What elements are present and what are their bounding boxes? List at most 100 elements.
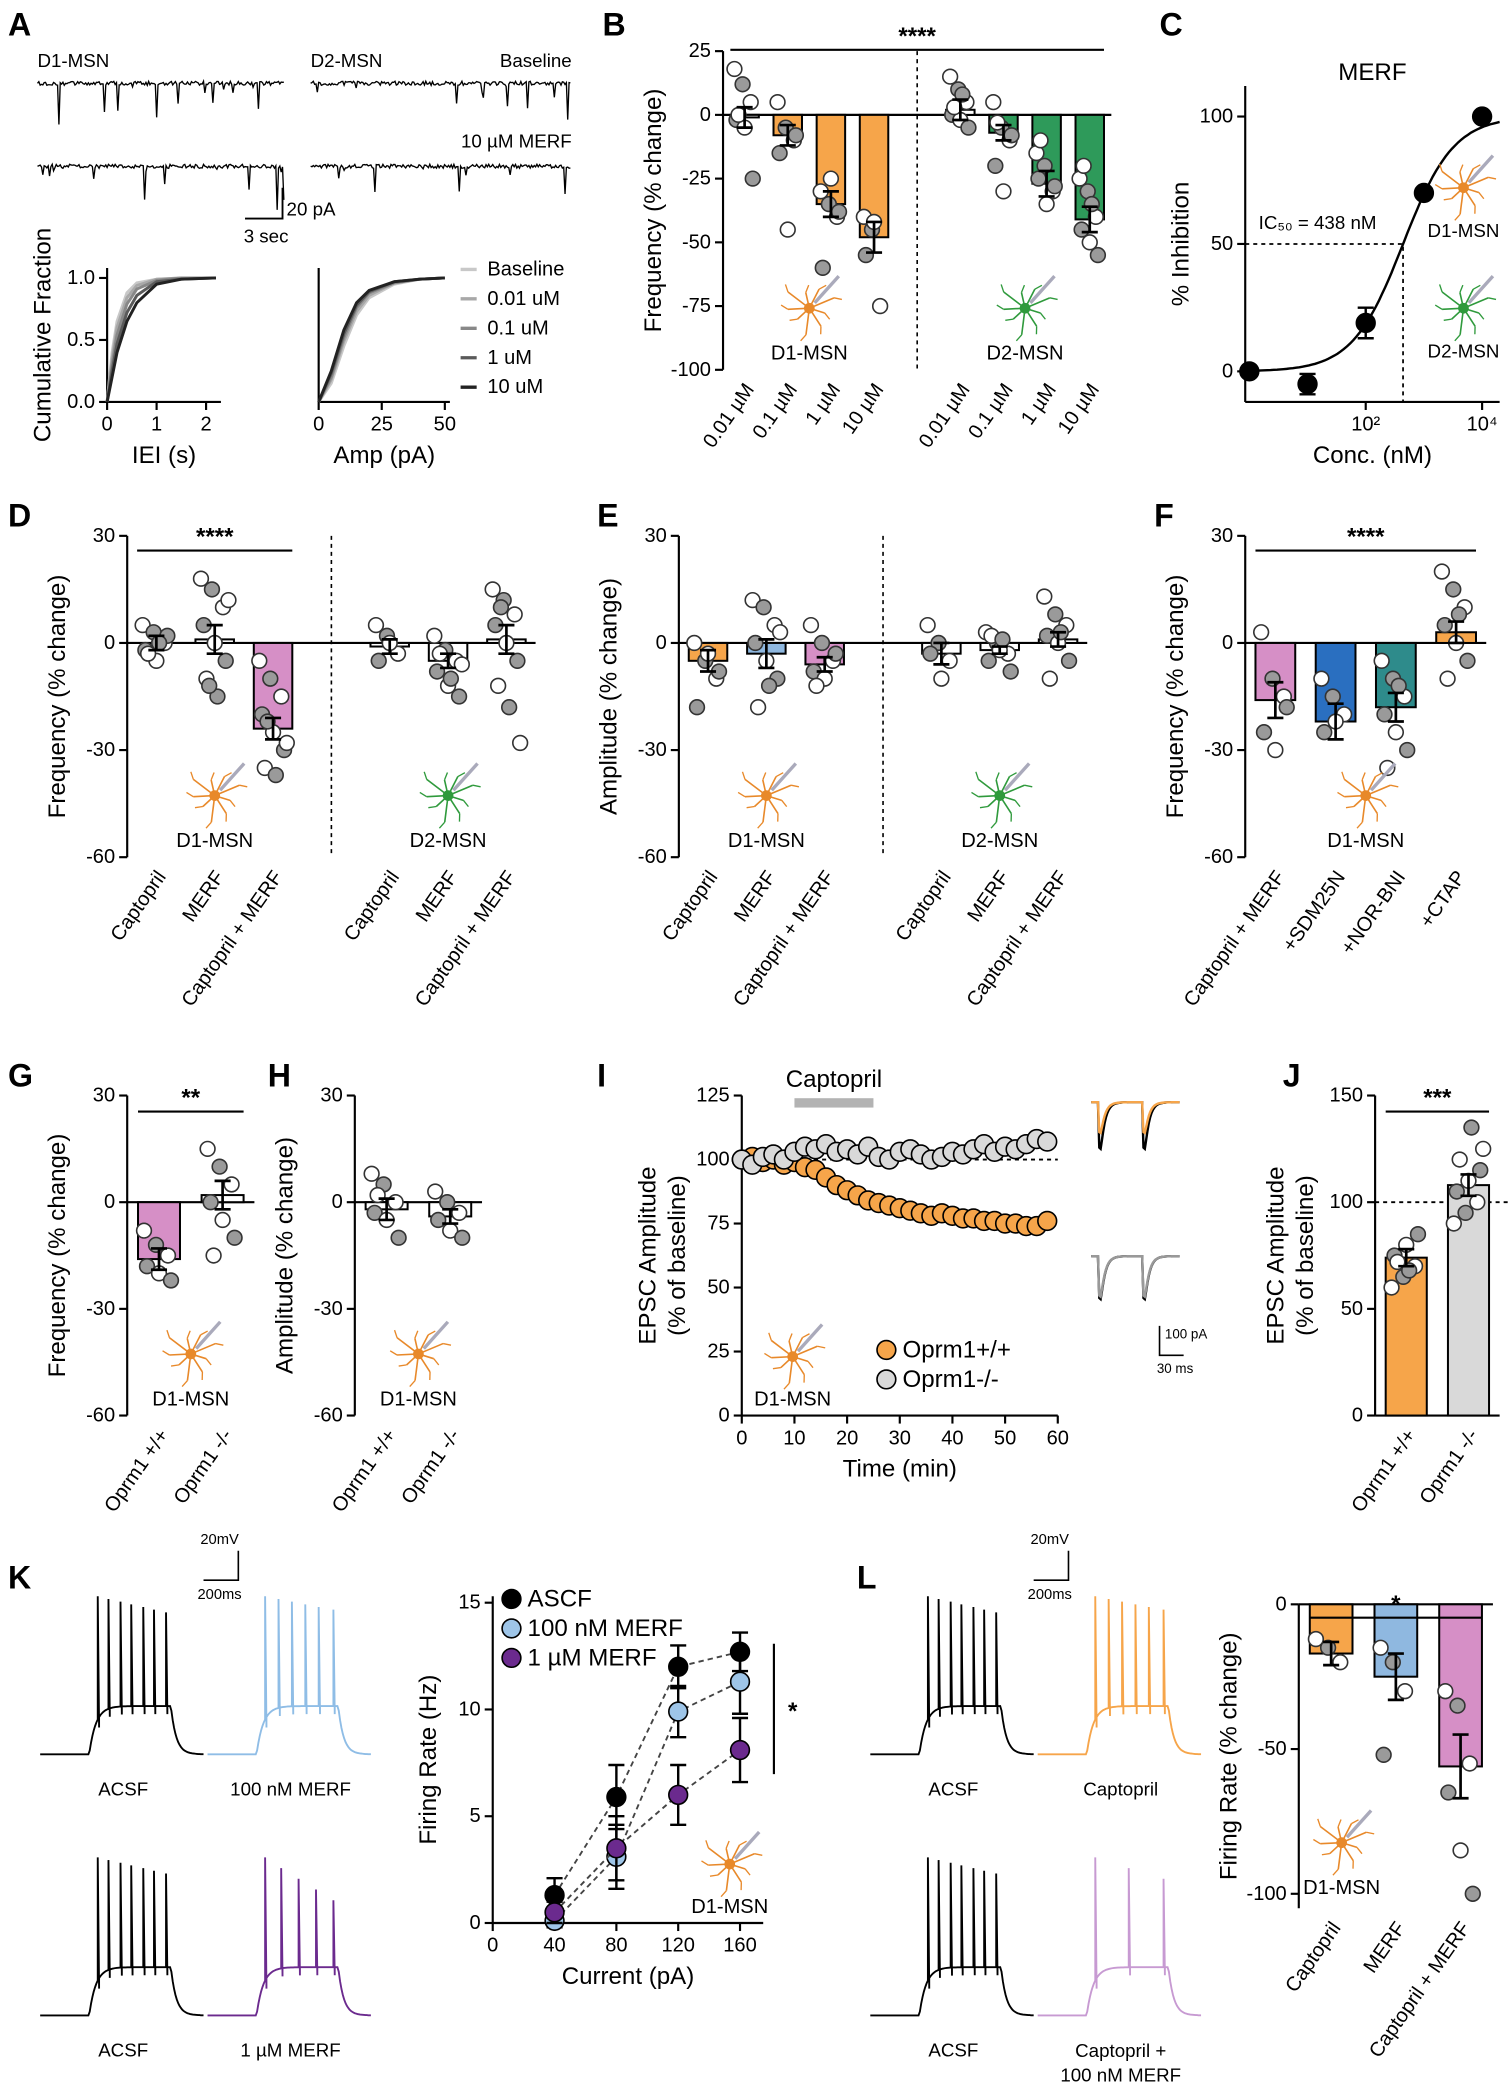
data-point (688, 699, 706, 716)
dendrite (996, 304, 1004, 310)
significance-label: * (788, 1698, 798, 1725)
y-tick-label: 0 (104, 1191, 115, 1213)
pipette (452, 762, 479, 792)
data-point (769, 93, 786, 111)
data-point (1313, 670, 1330, 687)
error-bar (1448, 620, 1465, 645)
dendrite (1375, 772, 1383, 778)
epsc-trace (1091, 1101, 1180, 1152)
series-line (105, 276, 216, 403)
dendrite (428, 805, 437, 809)
y-tick-label: -30 (1204, 739, 1233, 761)
data-point (726, 60, 743, 78)
series-line (553, 1650, 741, 1896)
data-point (1439, 670, 1456, 687)
dendrite (1317, 1818, 1321, 1827)
soma (1019, 302, 1031, 314)
soma (1336, 1837, 1347, 1849)
data-point (1413, 182, 1435, 204)
dendrite (205, 1358, 212, 1366)
dendrite (1438, 163, 1443, 172)
data-point (267, 766, 284, 784)
legend-marker (501, 1618, 522, 1639)
treatment-label: Captopril (786, 1066, 882, 1093)
data-point (857, 246, 875, 264)
dendrite (1380, 799, 1387, 808)
dendrite (1443, 318, 1452, 321)
y-tick-label: 0 (104, 632, 115, 654)
y-axis-label: (% of baseline) (664, 1175, 691, 1336)
dendrite (720, 1890, 727, 1898)
data-point (606, 1838, 627, 1859)
y-tick-label: 5 (470, 1805, 481, 1827)
dendrite (975, 771, 980, 780)
x-tick-label: MERF (412, 867, 463, 926)
data-point (147, 1236, 165, 1254)
data-point (1379, 759, 1396, 777)
current-trace (310, 162, 571, 195)
x-axis-label: Conc. (nM) (1313, 442, 1432, 469)
panel-letter: H (268, 1057, 291, 1093)
panel-letter: A (8, 6, 31, 42)
x-tick-label: Oprm1 -/- (170, 1425, 237, 1508)
x-tick-label: 30 (889, 1427, 911, 1449)
epsc-trace (1091, 1254, 1180, 1299)
data-point (367, 616, 385, 634)
cell-label: D1-MSN (1303, 1877, 1380, 1899)
x-tick-label: 1 µM (801, 380, 845, 430)
error-bar (1387, 691, 1404, 723)
data-point (814, 259, 831, 277)
y-tick-label: -30 (314, 1298, 343, 1320)
y-tick-label: 100 (1330, 1191, 1364, 1213)
data-point (1445, 581, 1462, 598)
x-tick-label: 40 (941, 1427, 963, 1449)
dendrite (762, 772, 767, 781)
data-point (138, 1258, 156, 1275)
dendrite (807, 1360, 814, 1369)
data-point (492, 599, 510, 616)
data-point (686, 634, 703, 652)
series-line (105, 276, 216, 403)
panel-letter: G (8, 1057, 33, 1093)
y-tick-label: -60 (314, 1405, 343, 1427)
data-point (484, 581, 501, 598)
significance-label: *** (1423, 1085, 1452, 1112)
x-tick-label: MERF (1360, 1918, 1411, 1977)
significance-label: **** (898, 23, 936, 50)
trace-label: Baseline (500, 50, 572, 71)
legend-label: 10 uM (487, 376, 543, 398)
group-label: D2-MSN (987, 343, 1064, 365)
trace-label: ACSF (98, 2040, 148, 2061)
neuron-icon (780, 274, 843, 342)
x-tick-label: 120 (661, 1935, 695, 1957)
dendrite (1014, 799, 1021, 808)
data-point (1457, 1204, 1474, 1222)
group-label: D2-MSN (410, 830, 487, 852)
data-point (606, 1786, 627, 1808)
pipette (733, 1830, 761, 1860)
dendrite (990, 821, 997, 829)
dendrite (768, 1332, 772, 1341)
dendrite (824, 312, 831, 320)
data-point (1075, 157, 1092, 175)
data-point (223, 1176, 240, 1193)
scale-label: 200ms (1028, 1587, 1072, 1603)
data-point (668, 1784, 689, 1806)
x-tick-label: 0.1 µM (749, 380, 802, 443)
dendrite (166, 1329, 171, 1338)
y-tick-label: 30 (644, 525, 666, 547)
group-label: D1-MSN (728, 830, 805, 852)
neuron-icon (1313, 1809, 1375, 1876)
panel-letter: L (857, 1560, 877, 1596)
dendrite (443, 772, 449, 781)
data-point (1278, 699, 1295, 716)
data-point (827, 645, 844, 662)
x-tick-label: Oprm1 +/+ (1348, 1425, 1421, 1516)
voltage-trace (207, 1857, 371, 2017)
scale-bar (1158, 1325, 1184, 1357)
data-point (366, 1204, 383, 1222)
x-tick-label: 50 (434, 414, 456, 436)
error-bar (1387, 1652, 1404, 1702)
pipette (1029, 274, 1056, 304)
data-point (729, 1739, 751, 1761)
